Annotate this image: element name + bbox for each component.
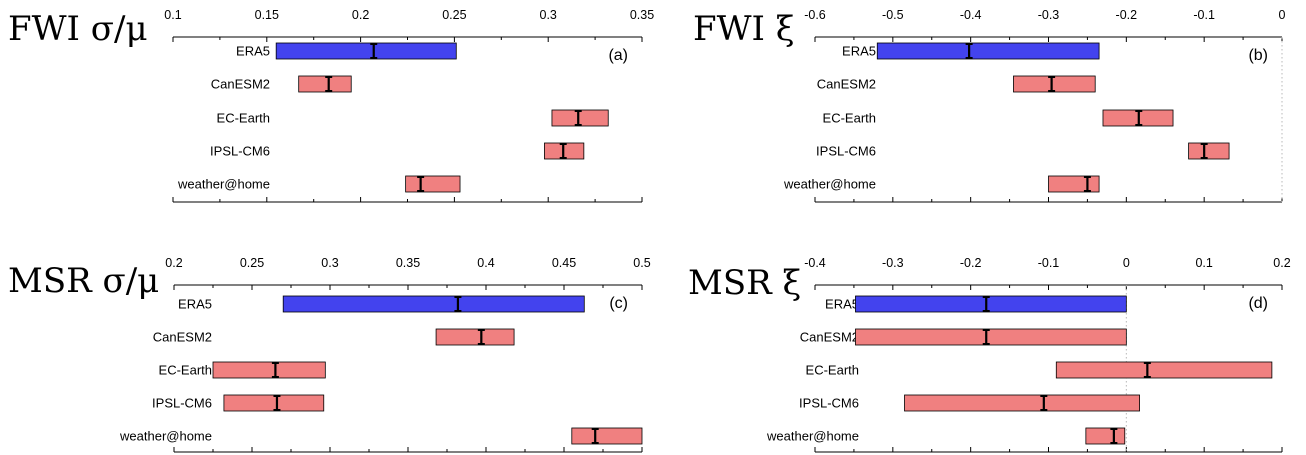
- model-label: EC-Earth: [806, 363, 859, 378]
- x-tick-label: 0.1: [1195, 256, 1212, 270]
- panel-tag: (a): [608, 47, 628, 64]
- model-label: ERA5: [236, 44, 270, 59]
- range-bar: [1188, 142, 1230, 160]
- range-bar: [571, 427, 643, 445]
- range-bar: [876, 42, 1100, 60]
- range-bar: [1055, 361, 1273, 379]
- chart-panel-a: FWI σ/μ (a) 0.1 0.15 0.2 0.25 0.3 0.35 ERA5 CanES…: [8, 8, 654, 203]
- panel-tag: (b): [1248, 47, 1268, 64]
- panel-tag: (d): [1248, 295, 1268, 312]
- x-tick-label: 0.25: [240, 256, 264, 270]
- range-bar: [855, 295, 1127, 313]
- x-tick-label: -0.1: [1193, 8, 1215, 22]
- x-tick-label: 0.1: [164, 8, 181, 22]
- model-label: CanESM2: [800, 330, 859, 345]
- model-label: IPSL-CM6: [799, 396, 859, 411]
- x-tick-label: 0.2: [1273, 256, 1290, 270]
- range-bar: [551, 109, 609, 127]
- chart-panel-c: MSR σ/μ (c) 0.2 0.25 0.3 0.35 0.4 0.45 0.5 ERA5 Ca…: [8, 256, 651, 453]
- model-label: ERA5: [825, 297, 859, 312]
- panel-title: MSR ξ: [688, 263, 801, 303]
- range-bar: [212, 361, 326, 379]
- model-label: IPSL-CM6: [816, 144, 876, 159]
- panels-group: FWI σ/μ (a) 0.1 0.15 0.2 0.25 0.3 0.35 ERA5 CanES…: [8, 8, 1291, 453]
- x-tick-label: -0.3: [882, 256, 904, 270]
- chart-panel-b: FWI ξ (b) -0.6 -0.5 -0.4 -0.3 -0.2 -0.1 0 ERA5 Can…: [693, 8, 1286, 203]
- panel-tag: (c): [609, 295, 628, 312]
- x-tick-label: 0.3: [540, 8, 557, 22]
- model-label: CanESM2: [211, 77, 270, 92]
- chart-panel-d: MSR ξ (d) -0.4 -0.3 -0.2 -0.1 0 0.1 0.2 ERA5 CanES…: [688, 256, 1291, 453]
- x-tick-label: 0.45: [552, 256, 576, 270]
- range-bar: [282, 295, 585, 313]
- model-label: IPSL-CM6: [152, 396, 212, 411]
- x-tick-label: -0.2: [960, 256, 982, 270]
- x-tick-label: 0.25: [442, 8, 466, 22]
- x-tick-label: -0.2: [1116, 8, 1138, 22]
- range-bar: [223, 394, 325, 412]
- x-tick-label: -0.4: [804, 256, 826, 270]
- x-tick-label: 0.35: [630, 8, 654, 22]
- panel-title: FWI ξ: [693, 9, 795, 49]
- x-tick-label: 0: [1123, 256, 1130, 270]
- model-label: IPSL-CM6: [210, 144, 270, 159]
- x-tick-label: 0.15: [255, 8, 279, 22]
- model-label: weather@home: [766, 429, 859, 444]
- range-bar: [855, 328, 1127, 346]
- x-tick-label: 0.2: [165, 256, 182, 270]
- x-tick-label: 0.5: [633, 256, 650, 270]
- model-label: EC-Earth: [217, 111, 270, 126]
- x-tick-label: -0.5: [882, 8, 904, 22]
- model-label: weather@home: [177, 177, 270, 192]
- x-tick-label: -0.1: [1038, 256, 1060, 270]
- range-bar: [904, 394, 1140, 412]
- x-tick-label: 0.2: [352, 8, 369, 22]
- range-bar: [435, 328, 515, 346]
- panel-title: FWI σ/μ: [8, 9, 148, 49]
- range-bar: [1085, 427, 1126, 445]
- model-label: CanESM2: [817, 77, 876, 92]
- x-tick-label: -0.6: [804, 8, 826, 22]
- model-label: CanESM2: [153, 330, 212, 345]
- panel-title: MSR σ/μ: [8, 261, 159, 301]
- model-label: weather@home: [783, 177, 876, 192]
- x-tick-label: 0.3: [321, 256, 338, 270]
- range-bar: [298, 75, 352, 93]
- model-label: weather@home: [119, 429, 212, 444]
- model-label: EC-Earth: [159, 363, 212, 378]
- model-label: ERA5: [842, 44, 876, 59]
- model-label: EC-Earth: [823, 111, 876, 126]
- range-bar: [1013, 75, 1096, 93]
- x-tick-label: -0.3: [1038, 8, 1060, 22]
- range-bar: [405, 175, 461, 193]
- range-bar: [275, 42, 457, 60]
- x-tick-label: 0: [1279, 8, 1286, 22]
- x-tick-label: 0.35: [396, 256, 420, 270]
- x-tick-label: 0.4: [477, 256, 494, 270]
- x-tick-label: -0.4: [960, 8, 982, 22]
- range-bar: [1048, 175, 1100, 193]
- model-label: ERA5: [178, 297, 212, 312]
